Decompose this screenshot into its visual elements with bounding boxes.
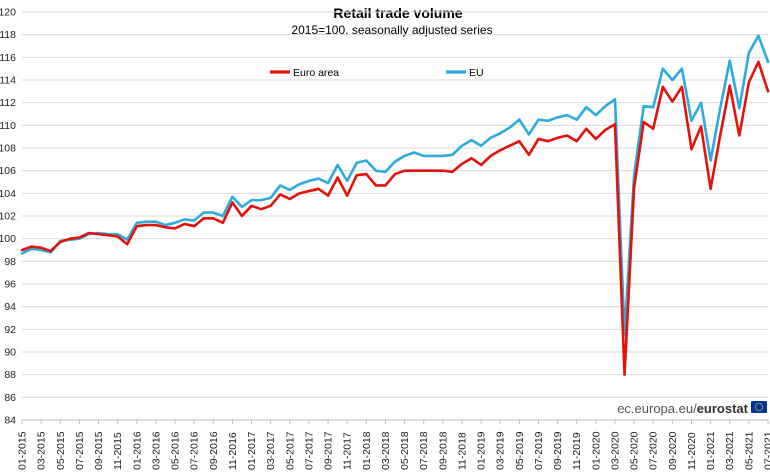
- y-tick-label: 100: [0, 233, 16, 245]
- y-tick-label: 104: [0, 188, 16, 200]
- x-tick-label: 11-2020: [686, 432, 698, 470]
- legend-label-eu: EU: [469, 67, 484, 79]
- flag-star: [756, 409, 758, 411]
- y-tick-label: 96: [4, 279, 16, 291]
- y-tick-label: 114: [0, 75, 16, 87]
- series-line-eu: [20, 34, 770, 337]
- x-tick-label: 07-2019: [533, 431, 545, 470]
- series-lines: [20, 34, 770, 376]
- flag-star: [756, 403, 758, 405]
- x-tick-label: 03-2019: [495, 431, 507, 470]
- x-tick-label: 01-2020: [590, 431, 602, 470]
- x-tick-label: 09-2016: [208, 431, 220, 470]
- flag-star: [761, 404, 763, 406]
- y-tick-label: 106: [0, 165, 16, 177]
- x-tick-label: 09-2015: [93, 431, 105, 470]
- y-tick-label: 86: [4, 392, 16, 404]
- y-tick-label: 110: [0, 120, 16, 132]
- flag-star: [758, 402, 760, 404]
- x-tick-label: 01-2019: [476, 431, 488, 470]
- flag-star: [758, 410, 760, 412]
- source-domain: ec.europa.eu/: [617, 401, 697, 416]
- x-tick-label: 07-2021: [763, 431, 770, 470]
- x-tick-label: 11-2016: [227, 432, 239, 470]
- x-tick-label: 03-2018: [380, 431, 392, 470]
- flag-star: [762, 406, 764, 408]
- x-tick-label: 09-2017: [323, 431, 335, 470]
- source-brand: eurostat: [697, 401, 749, 416]
- x-tick-label: 09-2018: [437, 431, 449, 470]
- y-tick-label: 92: [4, 324, 16, 336]
- x-tick-label: 01-2017: [246, 431, 258, 470]
- y-tick-label: 116: [0, 52, 16, 64]
- x-tick-label: 01-2021: [705, 431, 717, 470]
- x-tick-label: 09-2019: [552, 431, 564, 470]
- x-tick-label: 01-2015: [17, 431, 29, 470]
- y-tick-label: 90: [4, 347, 16, 359]
- flag-star: [755, 408, 757, 410]
- x-tick-label: 09-2020: [667, 431, 679, 470]
- chart-title: Retail trade volume: [333, 5, 462, 21]
- flag-star: [754, 406, 757, 408]
- svg-text:ec.europa.eu/eurostat: ec.europa.eu/eurostat: [617, 401, 748, 416]
- x-tick-label: 05-2015: [55, 431, 67, 470]
- y-tick-label: 88: [4, 369, 16, 381]
- y-tick-label: 94: [4, 301, 16, 313]
- y-tick-label: 102: [0, 211, 16, 223]
- flag-star: [755, 404, 757, 406]
- x-tick-label: 03-2016: [150, 431, 162, 470]
- x-tick-label: 05-2017: [284, 431, 296, 470]
- x-tick-label: 03-2021: [724, 431, 736, 470]
- flag-star: [760, 403, 762, 405]
- series-line-euro-area: [20, 60, 770, 376]
- x-tick-label: 05-2020: [629, 431, 641, 470]
- y-axis-ticks: 84 86 88 90 92 94 96 98 100 102 104 106 108 110 112 114…: [0, 7, 16, 427]
- x-tick-label: 01-2016: [131, 431, 143, 470]
- x-tick-label: 11-2018: [456, 432, 468, 470]
- x-tick-label: 05-2016: [170, 431, 182, 470]
- y-tick-label: 84: [4, 415, 16, 427]
- x-tick-label: 11-2019: [571, 432, 583, 470]
- gridlines: [22, 11, 768, 421]
- x-tick-label: 03-2015: [36, 431, 48, 470]
- x-tick-label: 07-2020: [648, 431, 660, 470]
- flag-star: [760, 409, 762, 411]
- legend-label-euro-area: Euro area: [293, 67, 339, 79]
- flag-star: [761, 408, 763, 410]
- x-tick-label: 03-2020: [609, 431, 621, 470]
- legend: Euro area EU: [270, 67, 484, 79]
- x-tick-label: 05-2018: [399, 431, 411, 470]
- x-tick-label: 07-2015: [74, 431, 86, 470]
- y-tick-label: 108: [0, 143, 16, 155]
- x-axis-ticks: 01-2015 03-2015 05-2015 07-2015 09-2015 11-20…: [17, 420, 770, 470]
- x-tick-label: 05-2021: [743, 431, 755, 470]
- x-tick-label: 11-2015: [112, 432, 124, 470]
- source-credit: ec.europa.eu/eurostat: [617, 401, 767, 416]
- chart-subtitle: 2015=100, seasonally adjusted series: [291, 23, 492, 37]
- y-tick-label: 118: [0, 29, 16, 41]
- y-tick-label: 98: [4, 256, 16, 268]
- y-tick-label: 120: [0, 7, 16, 19]
- y-tick-label: 112: [0, 97, 16, 109]
- x-tick-label: 03-2017: [265, 431, 277, 470]
- x-tick-label: 01-2018: [361, 431, 373, 470]
- x-tick-label: 07-2016: [189, 431, 201, 470]
- x-tick-label: 07-2018: [418, 431, 430, 470]
- x-tick-label: 05-2019: [514, 431, 526, 470]
- x-tick-label: 07-2017: [303, 431, 315, 470]
- eu-flag-icon: [751, 401, 767, 413]
- x-tick-label: 11-2017: [342, 432, 354, 470]
